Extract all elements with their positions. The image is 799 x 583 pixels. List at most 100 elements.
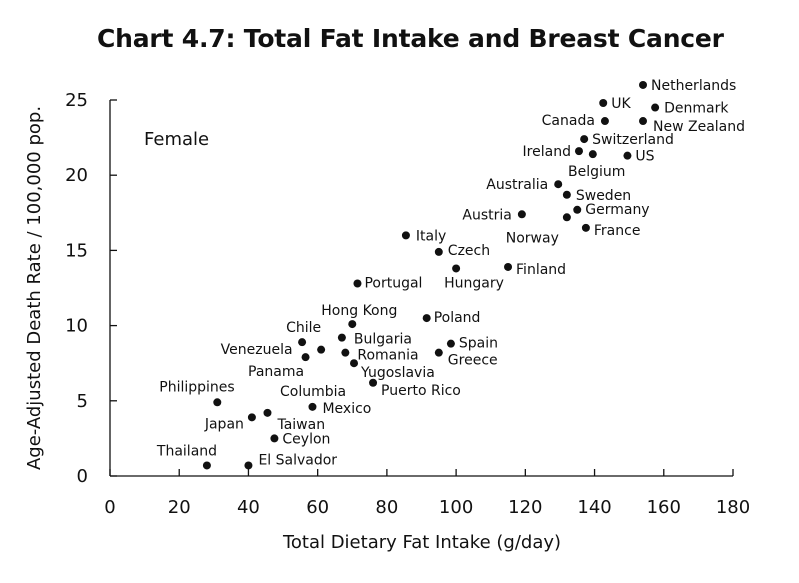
point-label-new-zealand: New Zealand xyxy=(653,119,745,135)
y-tick-label: 15 xyxy=(65,240,88,261)
data-point-venezuela xyxy=(301,353,310,362)
data-point-chile xyxy=(298,338,307,347)
point-label-greece: Greece xyxy=(448,353,498,369)
data-point-sweden xyxy=(562,190,571,199)
data-point-us xyxy=(623,151,632,160)
data-point-romania xyxy=(341,348,350,357)
data-point-denmark xyxy=(651,103,660,112)
x-tick-label: 100 xyxy=(439,497,473,518)
point-label-canada: Canada xyxy=(542,113,595,129)
point-label-thailand: Thailand xyxy=(156,443,217,459)
data-point-new-zealand xyxy=(639,117,648,126)
data-point-portugal xyxy=(353,279,362,288)
point-label-austria: Austria xyxy=(462,207,511,223)
point-label-taiwan: Taiwan xyxy=(276,417,325,433)
data-point-unlabeled-26 xyxy=(317,345,326,354)
x-tick-label: 160 xyxy=(647,497,681,518)
data-point-finland xyxy=(504,262,513,271)
data-point-bulgaria xyxy=(337,333,346,342)
data-point-yugoslavia xyxy=(350,359,359,368)
data-point-hong-kong xyxy=(348,320,357,329)
x-axis-label: Total Dietary Fat Intake (g/day) xyxy=(282,532,561,553)
data-point-mexico xyxy=(308,402,317,411)
data-point-ireland xyxy=(574,147,583,156)
x-tick-label: 80 xyxy=(375,497,398,518)
data-point-unlabeled-7 xyxy=(588,150,597,159)
data-point-austria xyxy=(517,210,526,219)
point-label-yugoslavia: Yugoslavia xyxy=(360,365,435,381)
point-label-norway: Norway xyxy=(506,230,559,246)
point-label-el-salvador: El Salvador xyxy=(258,452,337,468)
data-point-taiwan xyxy=(263,408,272,417)
point-label-germany: Germany xyxy=(585,202,649,218)
point-label-venezuela: Venezuela xyxy=(221,342,293,358)
chart-title: Chart 4.7: Total Fat Intake and Breast C… xyxy=(97,24,724,53)
point-label-uk: UK xyxy=(611,96,631,112)
data-point-canada xyxy=(600,117,609,126)
point-label-italy: Italy xyxy=(416,228,446,244)
data-point-czech xyxy=(434,247,443,256)
data-point-ceylon xyxy=(270,434,279,443)
data-point-hungary xyxy=(452,264,461,273)
point-label-bulgaria: Bulgaria xyxy=(354,332,412,348)
point-label-us: US xyxy=(635,149,654,165)
point-label-portugal: Portugal xyxy=(364,275,422,291)
y-tick-label: 20 xyxy=(65,165,88,186)
y-tick-label: 10 xyxy=(65,316,88,337)
point-label-ceylon: Ceylon xyxy=(282,431,330,447)
x-tick-label: 40 xyxy=(237,497,260,518)
point-label-spain: Spain xyxy=(459,336,498,352)
y-axis-label: Age-Adjusted Death Rate / 100,000 pop. xyxy=(24,106,45,470)
point-label-denmark: Denmark xyxy=(664,101,729,117)
x-tick-label: 20 xyxy=(168,497,191,518)
point-label-panama: Panama xyxy=(248,364,304,380)
data-point-el-salvador xyxy=(244,461,253,470)
point-label-hong-kong: Hong Kong xyxy=(321,303,397,319)
point-labels: Netherlands UK Denmark Canada New ZealandSwi… xyxy=(156,78,745,469)
point-label-australia: Australia xyxy=(486,177,548,193)
x-tick-label: 180 xyxy=(716,497,750,518)
data-point-switzerland xyxy=(580,135,589,144)
data-point-germany xyxy=(573,205,582,214)
point-label-czech: Czech xyxy=(448,243,490,259)
data-point-netherlands xyxy=(639,80,648,89)
data-point-norway xyxy=(562,213,571,222)
data-point-uk xyxy=(599,99,608,108)
point-label-switzerland: Switzerland xyxy=(592,132,674,148)
x-tick-label: 120 xyxy=(508,497,542,518)
point-label-columbia: Columbia xyxy=(280,384,346,400)
data-point-japan xyxy=(247,413,256,422)
axes xyxy=(109,100,733,477)
data-point-puerto-rico xyxy=(369,378,378,387)
ticks: 0 20 40 60 80 100 120 140 160 180 0 5 10 15 20 25 xyxy=(65,90,750,518)
point-label-sweden: Sweden xyxy=(576,188,631,204)
annotation-female: Female xyxy=(144,129,209,150)
point-label-japan: Japan xyxy=(204,416,244,432)
x-tick-label: 140 xyxy=(577,497,611,518)
point-label-netherlands: Netherlands xyxy=(651,78,736,94)
point-label-belgium: Belgium xyxy=(568,164,625,180)
data-point-philippines xyxy=(213,398,222,407)
point-label-philippines: Philippines xyxy=(159,379,234,395)
y-tick-label: 5 xyxy=(77,391,88,412)
data-point-greece xyxy=(434,348,443,357)
point-label-romania: Romania xyxy=(357,348,418,364)
point-label-poland: Poland xyxy=(434,310,481,326)
data-point-spain xyxy=(446,339,455,348)
point-label-france: France xyxy=(594,223,641,239)
data-point-italy xyxy=(401,231,410,240)
point-label-finland: Finland xyxy=(516,262,566,278)
data-point-poland xyxy=(422,314,431,323)
y-tick-label: 0 xyxy=(77,466,88,487)
data-point-france xyxy=(581,223,590,232)
y-tick-label: 25 xyxy=(65,90,88,111)
point-label-puerto-rico: Puerto Rico xyxy=(381,383,461,399)
point-label-chile: Chile xyxy=(286,320,321,336)
point-label-ireland: Ireland xyxy=(523,144,571,160)
data-point-australia xyxy=(554,180,563,189)
data-points xyxy=(202,80,660,470)
point-label-mexico: Mexico xyxy=(322,401,371,417)
data-point-thailand xyxy=(202,461,211,470)
point-label-hungary: Hungary xyxy=(444,275,504,291)
